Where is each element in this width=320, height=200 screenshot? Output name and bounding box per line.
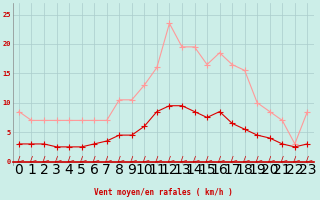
X-axis label: Vent moyen/en rafales ( km/h ): Vent moyen/en rafales ( km/h )	[94, 188, 233, 197]
